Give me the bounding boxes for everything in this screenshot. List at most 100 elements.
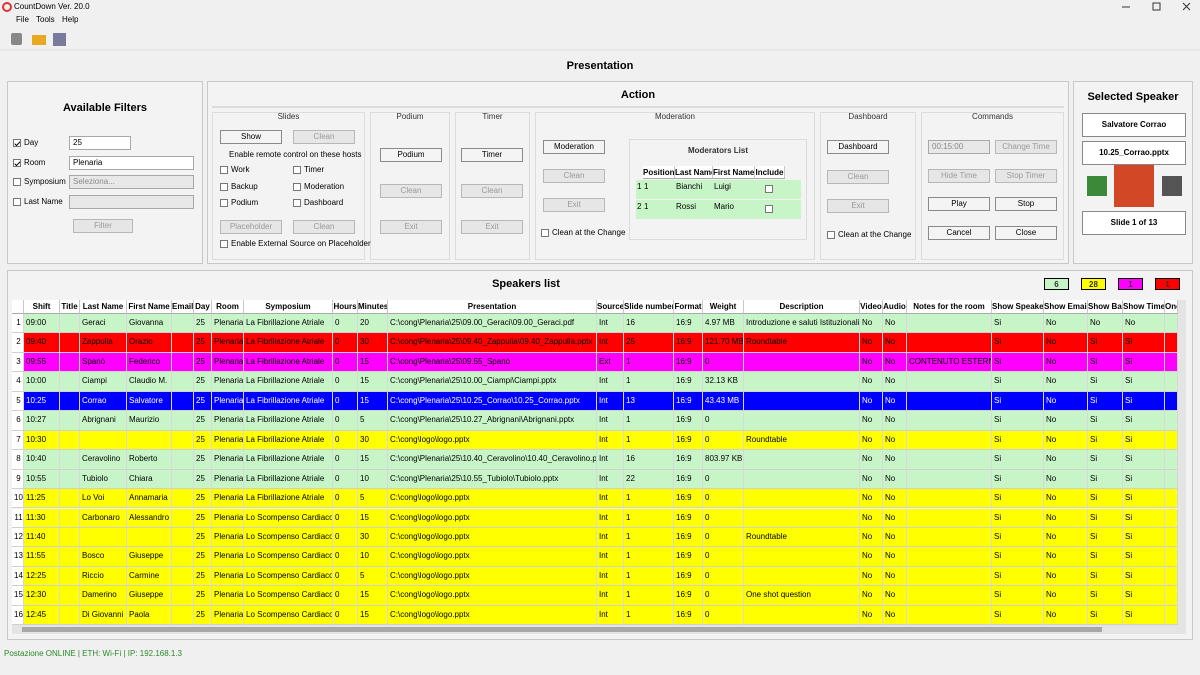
cell[interactable]: 10:40 (24, 450, 60, 470)
cell[interactable]: No (1044, 450, 1088, 470)
cell[interactable] (60, 314, 80, 334)
cell[interactable]: 10 (358, 469, 388, 490)
filter-input[interactable] (69, 194, 194, 209)
cell[interactable]: No (860, 508, 883, 528)
cell[interactable]: 09:40 (24, 333, 60, 353)
cell[interactable]: Int (597, 391, 624, 412)
cell[interactable]: Roberto (127, 450, 172, 470)
cell[interactable]: 0 (703, 430, 744, 451)
checkbox[interactable] (541, 229, 549, 237)
cell[interactable]: Plenaria (212, 605, 244, 626)
column-header[interactable]: Show Email (1044, 300, 1088, 314)
cell[interactable]: 11:30 (24, 508, 60, 528)
column-header[interactable]: Audio (883, 300, 907, 314)
cell[interactable]: 16 (624, 450, 674, 470)
cell[interactable]: 0 (333, 469, 358, 490)
cell[interactable] (60, 605, 80, 626)
cell[interactable]: Geraci (80, 314, 127, 334)
cell[interactable]: 25 (194, 547, 212, 567)
cell[interactable]: 25 (194, 411, 212, 431)
show-button[interactable]: Show (220, 130, 282, 144)
cell[interactable] (172, 605, 194, 626)
cell[interactable]: Si (1123, 411, 1165, 431)
cell[interactable]: 09:00 (24, 314, 60, 334)
cell[interactable]: Si (992, 314, 1044, 334)
cell[interactable]: No (860, 547, 883, 567)
cell[interactable]: 16:9 (674, 391, 703, 412)
cell[interactable] (60, 352, 80, 373)
cell[interactable]: Lo Voi (80, 489, 127, 509)
cell[interactable]: 15 (358, 586, 388, 606)
cell[interactable]: No (860, 333, 883, 353)
cell[interactable]: 25 (194, 508, 212, 528)
cell[interactable] (907, 586, 992, 606)
menu-item[interactable]: File (16, 15, 29, 24)
cell[interactable]: 16:9 (674, 605, 703, 626)
cell[interactable]: Riccio (80, 566, 127, 587)
cell[interactable]: 0 (333, 586, 358, 606)
cell[interactable]: La Fibrillazione Atriale (244, 391, 333, 412)
cell[interactable]: No (883, 450, 907, 470)
cell[interactable]: 10:25 (24, 391, 60, 412)
command-button[interactable]: Stop Timer (995, 169, 1057, 183)
cell[interactable] (60, 430, 80, 451)
cell[interactable]: C:\cong\logo\logo.pptx (388, 605, 597, 626)
cell[interactable] (60, 391, 80, 412)
cell[interactable]: Si (1123, 391, 1165, 412)
cell[interactable]: 12:25 (24, 566, 60, 587)
checkbox[interactable] (765, 205, 773, 213)
command-button[interactable]: Hide Time (928, 169, 990, 183)
command-button[interactable]: Close (995, 226, 1057, 240)
cell[interactable]: 0 (703, 586, 744, 606)
cell[interactable] (172, 469, 194, 490)
cell[interactable]: No (883, 527, 907, 548)
column-header[interactable]: Video (860, 300, 883, 314)
cell[interactable]: Si (1088, 586, 1123, 606)
cell[interactable]: Claudio M. (127, 372, 172, 392)
cell[interactable]: No (860, 489, 883, 509)
cell[interactable] (172, 508, 194, 528)
cell[interactable] (1165, 547, 1178, 567)
cell[interactable]: Tubiolo (80, 469, 127, 490)
cell[interactable]: Si (1123, 547, 1165, 567)
cell[interactable]: 0 (333, 450, 358, 470)
cell[interactable]: 0 (703, 508, 744, 528)
cell[interactable]: No (1044, 586, 1088, 606)
cell[interactable] (60, 566, 80, 587)
cell[interactable] (60, 333, 80, 353)
cell[interactable]: 5 (358, 411, 388, 431)
cell[interactable]: Si (992, 352, 1044, 373)
cell[interactable]: No (860, 430, 883, 451)
cell[interactable]: 11:40 (24, 527, 60, 548)
column-header[interactable]: First Name (127, 300, 172, 314)
cell[interactable]: 0 (703, 352, 744, 373)
cell[interactable]: No (883, 391, 907, 412)
cell[interactable]: 5 (358, 566, 388, 587)
cell[interactable] (1165, 411, 1178, 431)
cell[interactable] (744, 411, 860, 431)
cell[interactable]: Si (992, 450, 1044, 470)
cell[interactable]: No (860, 411, 883, 431)
cell[interactable]: C:\cong\logo\logo.pptx (388, 527, 597, 548)
cell[interactable]: Si (1123, 469, 1165, 490)
cell[interactable]: 25 (194, 372, 212, 392)
cell[interactable] (1165, 450, 1178, 470)
cell[interactable]: 0 (333, 391, 358, 412)
cell[interactable] (744, 547, 860, 567)
menu-item[interactable]: Help (62, 15, 79, 24)
cell[interactable]: C:\cong\Plenaria\25\10.27_Abrignani\Abri… (388, 411, 597, 431)
cell[interactable] (907, 547, 992, 567)
cell[interactable] (127, 527, 172, 548)
cell[interactable]: C:\cong\logo\logo.pptx (388, 547, 597, 567)
cell[interactable]: 803.97 KB (703, 450, 744, 470)
cell[interactable]: No (883, 547, 907, 567)
cell[interactable]: 16:9 (674, 352, 703, 373)
cell[interactable]: Si (1123, 527, 1165, 548)
cell[interactable] (744, 489, 860, 509)
cell[interactable] (60, 586, 80, 606)
command-button[interactable]: Stop (995, 197, 1057, 211)
cell[interactable]: Int (597, 430, 624, 451)
cell[interactable] (744, 450, 860, 470)
cell[interactable] (907, 314, 992, 334)
cell[interactable]: No (860, 450, 883, 470)
